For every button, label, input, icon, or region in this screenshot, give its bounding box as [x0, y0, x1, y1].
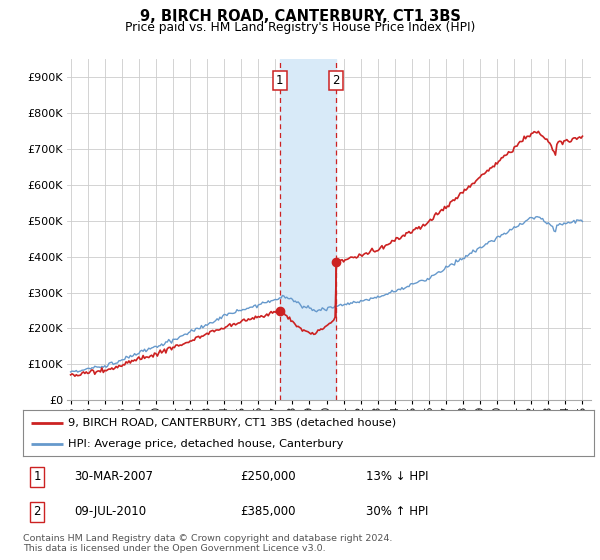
- Text: 1: 1: [34, 470, 41, 483]
- Text: £385,000: £385,000: [240, 505, 295, 518]
- Text: £250,000: £250,000: [240, 470, 295, 483]
- Text: 9, BIRCH ROAD, CANTERBURY, CT1 3BS (detached house): 9, BIRCH ROAD, CANTERBURY, CT1 3BS (deta…: [68, 418, 397, 428]
- Text: Contains HM Land Registry data © Crown copyright and database right 2024.
This d: Contains HM Land Registry data © Crown c…: [23, 534, 392, 553]
- Text: 9, BIRCH ROAD, CANTERBURY, CT1 3BS: 9, BIRCH ROAD, CANTERBURY, CT1 3BS: [140, 9, 460, 24]
- Text: 09-JUL-2010: 09-JUL-2010: [74, 505, 146, 518]
- Bar: [280, 59, 336, 400]
- Text: 2: 2: [34, 505, 41, 518]
- Text: 30-MAR-2007: 30-MAR-2007: [74, 470, 153, 483]
- Text: 2: 2: [332, 74, 340, 87]
- Text: HPI: Average price, detached house, Canterbury: HPI: Average price, detached house, Cant…: [68, 439, 344, 449]
- Text: 30% ↑ HPI: 30% ↑ HPI: [365, 505, 428, 518]
- Text: Price paid vs. HM Land Registry's House Price Index (HPI): Price paid vs. HM Land Registry's House …: [125, 21, 475, 34]
- Text: 1: 1: [276, 74, 283, 87]
- Text: 13% ↓ HPI: 13% ↓ HPI: [365, 470, 428, 483]
